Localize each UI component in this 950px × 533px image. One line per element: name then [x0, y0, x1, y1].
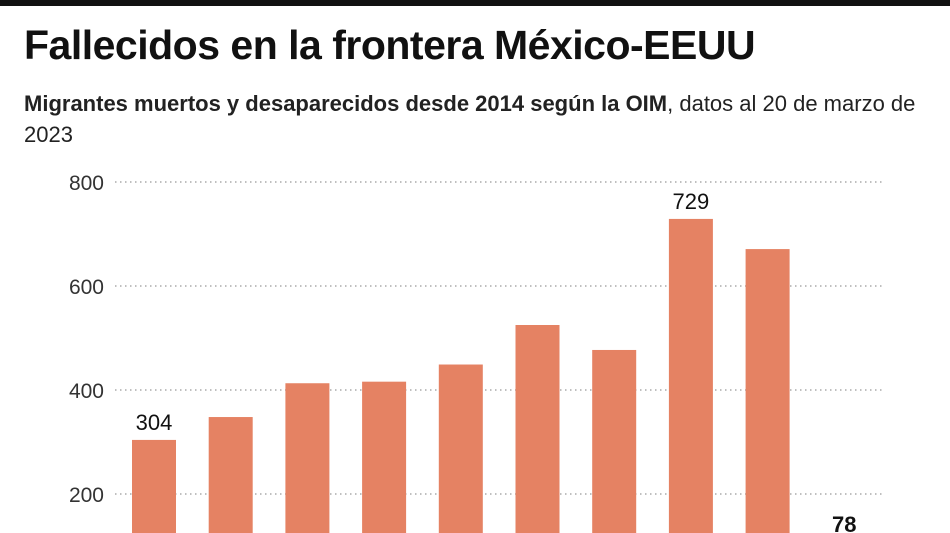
bar — [208, 417, 253, 533]
subtitle-bold: Migrantes muertos y desaparecidos desde … — [24, 91, 668, 116]
bar — [668, 218, 713, 533]
bar — [132, 439, 176, 533]
y-tick-label: 400 — [69, 380, 104, 403]
chart-subtitle: Migrantes muertos y desaparecidos desde … — [24, 88, 924, 150]
data-label: 78 — [832, 512, 856, 533]
y-tick-label: 200 — [69, 484, 104, 507]
y-tick-label: 600 — [69, 276, 104, 299]
bar — [592, 349, 637, 533]
bar — [285, 383, 330, 533]
data-label: 304 — [136, 410, 173, 435]
bar — [515, 325, 560, 533]
y-tick-label: 800 — [69, 172, 104, 195]
top-rule — [0, 0, 950, 6]
bar — [362, 381, 407, 533]
chart-title: Fallecidos en la frontera México-EEUU — [24, 22, 756, 68]
data-label: 729 — [673, 189, 710, 214]
bar — [745, 249, 790, 533]
bar — [438, 364, 483, 533]
subtitle-rest: , datos al 20 de marzo de 2023 — [24, 91, 916, 147]
